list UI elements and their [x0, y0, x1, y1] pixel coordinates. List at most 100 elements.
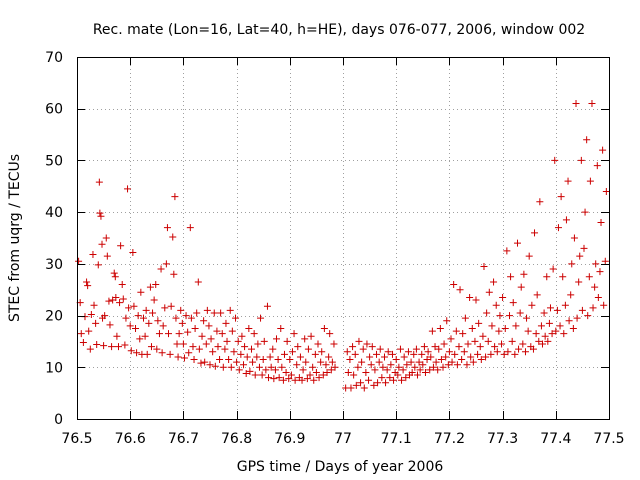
x-tick-label: 76.6 — [115, 431, 146, 447]
data-points — [75, 100, 610, 392]
data-point — [431, 343, 439, 351]
data-point — [551, 156, 559, 164]
data-point — [105, 297, 113, 305]
data-point — [153, 345, 161, 353]
data-point — [189, 343, 197, 351]
data-point — [346, 356, 354, 364]
x-tick-label: 77.1 — [381, 431, 412, 447]
data-point — [577, 156, 585, 164]
x-tick-label: 77.5 — [593, 431, 624, 447]
data-point — [600, 301, 608, 309]
data-point — [328, 358, 336, 366]
data-point — [459, 330, 467, 338]
data-point — [410, 350, 418, 358]
data-point — [331, 363, 339, 371]
data-point — [343, 348, 351, 356]
y-tick-label: 70 — [45, 50, 63, 66]
data-point — [344, 368, 352, 376]
data-point — [230, 348, 238, 356]
data-point — [561, 301, 569, 309]
data-point — [357, 379, 365, 387]
data-point — [117, 242, 125, 250]
data-point — [484, 337, 492, 345]
data-point — [130, 302, 138, 310]
data-point — [602, 187, 610, 195]
data-point — [167, 302, 175, 310]
data-point — [249, 358, 257, 366]
data-point — [216, 356, 224, 364]
data-point — [274, 356, 282, 364]
data-point — [163, 224, 171, 232]
x-tick-label: 76.9 — [274, 431, 305, 447]
data-point — [349, 343, 357, 351]
data-point — [544, 337, 552, 345]
data-point — [440, 340, 448, 348]
x-tick-label: 76.8 — [221, 431, 252, 447]
data-point — [275, 374, 283, 382]
data-point — [365, 376, 373, 384]
x-tick-label: 77.4 — [540, 431, 571, 447]
data-point — [197, 359, 205, 367]
data-point — [243, 353, 251, 361]
data-point — [228, 327, 236, 335]
data-point — [242, 369, 250, 377]
data-point — [355, 337, 363, 345]
data-point — [77, 330, 85, 338]
data-point — [170, 270, 178, 278]
data-point — [298, 376, 306, 384]
data-point — [488, 322, 496, 330]
data-point — [464, 340, 472, 348]
data-point — [398, 376, 406, 384]
data-point — [515, 345, 523, 353]
data-point — [375, 358, 383, 366]
data-point — [129, 248, 137, 256]
data-point — [319, 371, 327, 379]
data-point — [513, 239, 521, 247]
data-point — [521, 348, 529, 356]
data-point — [536, 198, 544, 206]
data-point — [302, 358, 310, 366]
data-point — [596, 268, 604, 276]
data-point — [237, 350, 245, 358]
data-point — [548, 330, 556, 338]
data-point — [291, 376, 299, 384]
data-point — [137, 288, 145, 296]
data-point — [134, 312, 142, 320]
data-point — [200, 317, 208, 325]
data-point — [155, 330, 163, 338]
data-point — [108, 343, 116, 351]
data-point — [416, 366, 424, 374]
data-point — [554, 224, 562, 232]
data-point — [533, 291, 541, 299]
data-point — [218, 330, 226, 338]
data-point — [404, 348, 412, 356]
data-point — [232, 314, 240, 322]
data-point — [262, 366, 270, 374]
data-point — [421, 368, 429, 376]
data-point — [223, 337, 231, 345]
data-point — [271, 366, 279, 374]
data-point — [326, 330, 334, 338]
x-tick-label: 76.5 — [61, 431, 92, 447]
data-point — [507, 273, 515, 281]
data-point — [288, 348, 296, 356]
data-point — [576, 252, 584, 260]
data-point — [267, 363, 275, 371]
y-axis-label: STEC from uqrg / TECUs — [7, 154, 23, 322]
data-point — [106, 321, 114, 329]
data-point — [493, 348, 501, 356]
y-tick-label: 30 — [45, 257, 63, 273]
data-point — [504, 348, 512, 356]
data-point — [102, 234, 110, 242]
data-point — [592, 260, 600, 268]
data-point — [235, 366, 243, 374]
data-point — [191, 325, 199, 332]
data-point — [314, 340, 322, 348]
data-point — [483, 309, 491, 317]
data-point — [273, 335, 280, 343]
data-point — [460, 348, 468, 356]
data-point — [279, 376, 287, 384]
data-point — [85, 327, 93, 335]
